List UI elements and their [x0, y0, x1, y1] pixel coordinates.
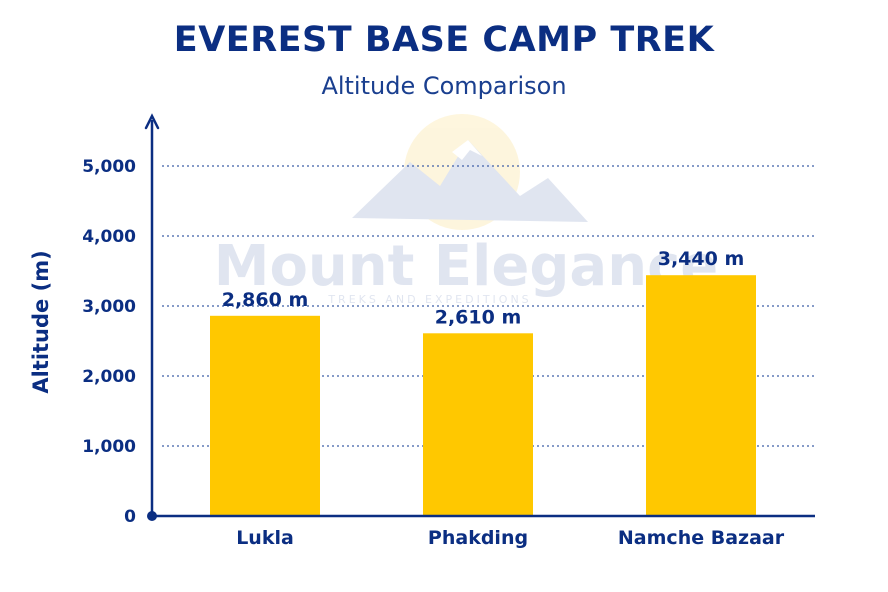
watermark-logo: Mount Elegance TREKS AND EXPEDITIONS — [214, 114, 719, 306]
y-tick-label: 3,000 — [82, 297, 136, 317]
y-axis-arrow — [144, 113, 160, 130]
axes — [144, 113, 815, 521]
watermark-brand: Mount Elegance — [214, 234, 719, 299]
chart-subtitle: Altitude Comparison — [321, 72, 567, 100]
origin-dot — [147, 511, 157, 521]
chart-title: EVEREST BASE CAMP TREK — [173, 20, 715, 60]
y-tick-labels: 0 1,000 2,000 3,000 4,000 5,000 — [82, 157, 136, 527]
data-labels: 2,860 m 2,610 m 3,440 m — [222, 248, 745, 328]
data-label: 2,860 m — [222, 289, 309, 311]
data-label: 3,440 m — [658, 248, 745, 270]
y-tick-label: 2,000 — [82, 367, 136, 387]
x-tick-label: Phakding — [428, 527, 528, 549]
x-tick-label: Namche Bazaar — [618, 527, 785, 549]
y-axis-label: Altitude (m) — [29, 250, 53, 393]
bar-phakding — [423, 333, 533, 516]
bars — [210, 275, 756, 516]
y-tick-label: 4,000 — [82, 227, 136, 247]
data-label: 2,610 m — [435, 306, 522, 328]
x-tick-labels: Lukla Phakding Namche Bazaar — [236, 527, 785, 549]
watermark-tagline: TREKS AND EXPEDITIONS — [327, 293, 531, 306]
bar-lukla — [210, 315, 320, 516]
x-tick-label: Lukla — [236, 527, 294, 549]
y-tick-label: 1,000 — [82, 437, 136, 457]
y-tick-label: 5,000 — [82, 157, 136, 177]
bar-namche-bazaar — [646, 275, 756, 516]
y-tick-label: 0 — [124, 507, 136, 527]
